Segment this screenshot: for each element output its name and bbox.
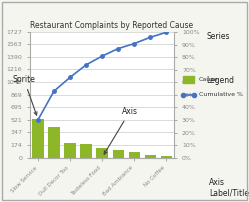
- Text: Restaurant Complaints by Reported Cause: Restaurant Complaints by Reported Cause: [30, 21, 193, 30]
- Bar: [32, 119, 44, 158]
- Text: Sprite: Sprite: [13, 75, 37, 115]
- Text: Cumulative %: Cumulative %: [199, 93, 243, 97]
- Bar: [113, 150, 124, 158]
- Bar: [96, 148, 108, 158]
- Text: Axis: Axis: [104, 107, 138, 154]
- Text: Axis
Label/Title: Axis Label/Title: [209, 178, 249, 197]
- Text: Legend: Legend: [207, 76, 235, 85]
- Bar: [64, 143, 76, 158]
- Bar: [183, 76, 194, 83]
- Bar: [145, 155, 156, 158]
- Bar: [161, 156, 172, 158]
- Text: Cause: Cause: [199, 77, 218, 82]
- Bar: [128, 152, 140, 158]
- Bar: [48, 127, 60, 158]
- Bar: [80, 144, 92, 158]
- Text: Series: Series: [207, 32, 230, 41]
